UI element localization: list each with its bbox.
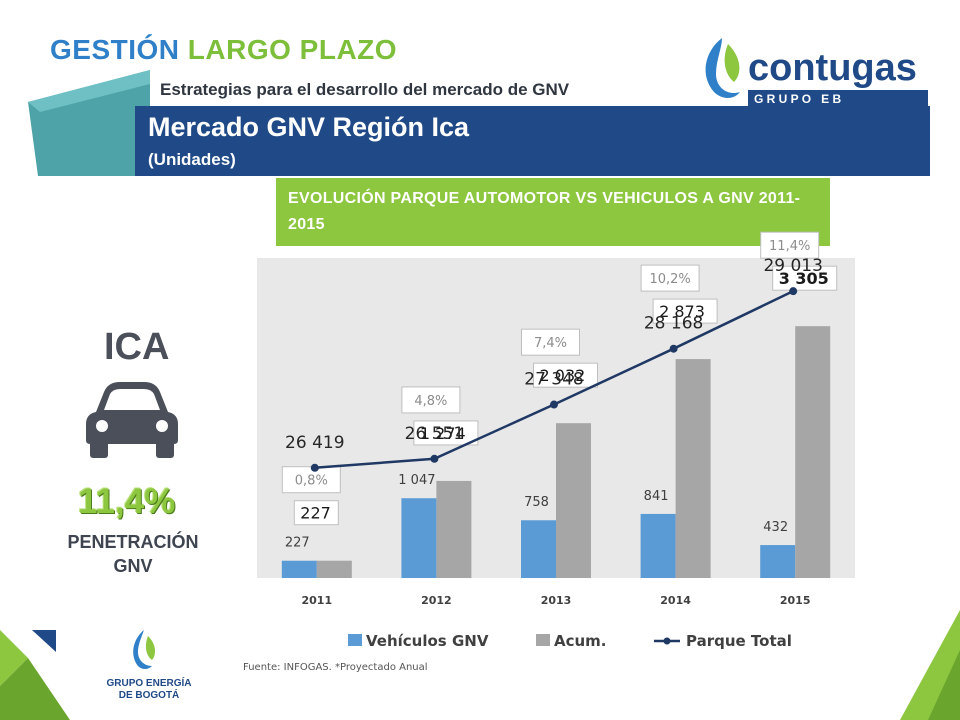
penetration-box (640, 264, 700, 292)
penetration-box (521, 328, 580, 356)
legend-swatch-acum (536, 634, 550, 646)
legend-swatch-vehiculos-gnv (348, 634, 362, 646)
data-label-acum: 2 873 (659, 302, 705, 321)
penetration-box (760, 231, 820, 259)
penetration-label: PENETRACIÓN GNV (30, 530, 236, 578)
x-tick-label: 2013 (541, 594, 572, 607)
data-label-gnv: 432 (763, 520, 788, 535)
penetration-value: 11,4% (78, 482, 176, 521)
bar-vehiculos-gnv (401, 498, 437, 578)
penetration-label: 10,2% (649, 272, 690, 287)
contugas-logo: contugas G R U P O E B (705, 38, 928, 106)
penetration-label-line1: PENETRACIÓN (67, 532, 199, 552)
data-label-gnv: 227 (285, 536, 310, 551)
data-label-box-acum (413, 420, 479, 446)
legend-label-acum: Acum. (554, 632, 607, 650)
data-label-gnv: 841 (644, 489, 669, 504)
point-parque-total (669, 344, 678, 353)
x-tick-label: 2011 (301, 594, 332, 607)
data-label-gnv: 1 047 (398, 473, 435, 488)
logo-brand-text: contugas (748, 47, 917, 89)
data-label-acum: 3 305 (779, 269, 829, 288)
teal-decor-shape (28, 70, 150, 176)
bar-vehiculos-gnv (760, 545, 796, 578)
corner-decor-right (900, 610, 960, 720)
logo-tagline-band (748, 90, 928, 106)
bar-acum (436, 480, 472, 578)
penetration-label: 11,4% (769, 239, 810, 254)
section-title: Mercado GNV Región Ica (148, 112, 470, 142)
section-band (135, 106, 930, 176)
geb-logo: GRUPO ENERGÍA DE BOGOTÁ (106, 630, 192, 701)
bar-vehiculos-gnv (521, 520, 556, 578)
penetration-box (281, 466, 341, 494)
data-label-gnv: 758 (524, 495, 549, 510)
data-label-parque-total: 26 551 (405, 424, 464, 444)
data-label-box-acum (652, 298, 718, 324)
section-units: (Unidades) (148, 150, 236, 169)
chart-heading: EVOLUCIÓN PARQUE AUTOMOTOR VS VEHICULOS … (288, 190, 801, 233)
bar-acum (795, 326, 831, 578)
data-label-acum: 227 (300, 504, 331, 523)
title-part-1: GESTIÓN (50, 34, 180, 65)
data-label-acum: 1 274 (420, 424, 466, 443)
geb-logo-line2: DE BOGOTÁ (119, 688, 180, 701)
bar-acum (675, 359, 711, 578)
data-label-box-acum (293, 500, 339, 526)
region-label: ICA (104, 326, 170, 368)
data-label-parque-total: 27 348 (524, 370, 583, 390)
title-part-2: LARGO PLAZO (187, 34, 398, 65)
car-icon (86, 382, 178, 458)
data-label-acum: 2 032 (540, 366, 586, 385)
penetration-label: 7,4% (534, 336, 567, 351)
source-note: Fuente: INFOGAS. *Proyectado Anual (243, 662, 428, 673)
legend-label-vehiculos-gnv: Vehículos GNV (366, 632, 489, 650)
penetration-label: 4,8% (414, 394, 447, 409)
geb-logo-line1: GRUPO ENERGÍA (106, 676, 191, 689)
bar-acum (316, 560, 352, 578)
point-parque-total (789, 287, 798, 296)
bar-vehiculos-gnv (281, 560, 317, 578)
x-tick-label: 2012 (421, 594, 452, 607)
data-label-parque-total: 26 419 (285, 433, 344, 453)
penetration-label: 0,8% (295, 474, 328, 489)
logo-tagline: G R U P O E B (754, 92, 841, 106)
chart-heading-box: EVOLUCIÓN PARQUE AUTOMOTOR VS VEHICULOS … (276, 178, 830, 246)
x-tick-label: 2014 (660, 594, 691, 607)
x-tick-label: 2015 (780, 594, 811, 607)
data-label-parque-total: 29 013 (763, 256, 822, 276)
data-label-parque-total: 28 168 (644, 314, 703, 334)
bar-acum (556, 423, 591, 578)
penetration-box (401, 386, 461, 414)
page-title: GESTIÓN LARGO PLAZO (50, 34, 397, 66)
legend-marker-parque-total (663, 637, 671, 645)
legend-label-parque-total: Parque Total (686, 632, 792, 650)
point-parque-total (550, 400, 558, 409)
data-label-box-acum (533, 362, 598, 388)
penetration-label-line2: GNV (113, 556, 153, 576)
bar-vehiculos-gnv (640, 513, 676, 578)
data-label-box-acum (772, 265, 838, 291)
point-parque-total (310, 463, 319, 472)
corner-decor-left (0, 630, 70, 720)
page-subtitle: Estrategias para el desarrollo del merca… (160, 80, 570, 99)
point-parque-total (430, 454, 439, 463)
